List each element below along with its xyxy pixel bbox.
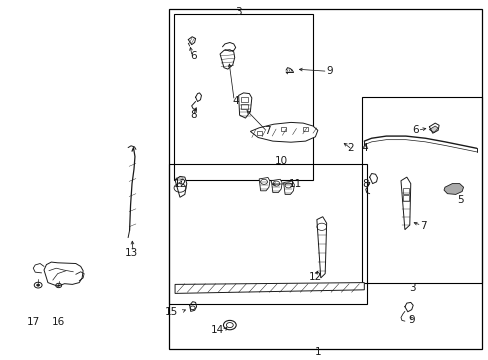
Text: 13: 13 bbox=[124, 248, 138, 258]
Polygon shape bbox=[250, 122, 317, 142]
Polygon shape bbox=[443, 184, 463, 194]
Text: 6: 6 bbox=[411, 125, 418, 135]
Polygon shape bbox=[175, 283, 364, 293]
Text: 3: 3 bbox=[408, 283, 415, 293]
Text: 4: 4 bbox=[232, 96, 239, 106]
Polygon shape bbox=[316, 217, 326, 278]
Text: 9: 9 bbox=[407, 315, 414, 325]
Polygon shape bbox=[175, 176, 186, 197]
Text: 10: 10 bbox=[274, 156, 287, 166]
Text: 5: 5 bbox=[456, 195, 463, 205]
Text: 3: 3 bbox=[235, 6, 242, 17]
Polygon shape bbox=[283, 181, 294, 194]
Polygon shape bbox=[259, 177, 269, 191]
Polygon shape bbox=[44, 262, 83, 286]
Text: 4: 4 bbox=[361, 143, 368, 153]
Circle shape bbox=[58, 285, 60, 286]
Text: 7: 7 bbox=[420, 221, 427, 231]
Text: 6: 6 bbox=[190, 51, 197, 61]
Text: 1: 1 bbox=[314, 347, 321, 357]
Text: 2: 2 bbox=[346, 143, 353, 153]
Polygon shape bbox=[400, 177, 410, 230]
Text: 11: 11 bbox=[288, 179, 301, 189]
Circle shape bbox=[37, 284, 40, 286]
Polygon shape bbox=[271, 179, 282, 193]
Polygon shape bbox=[220, 50, 234, 69]
Text: 12: 12 bbox=[173, 179, 186, 189]
Text: 9: 9 bbox=[326, 66, 333, 76]
Polygon shape bbox=[238, 93, 251, 118]
Text: 14: 14 bbox=[210, 325, 224, 336]
Polygon shape bbox=[428, 126, 437, 132]
Text: 8: 8 bbox=[190, 110, 197, 120]
Text: 16: 16 bbox=[52, 317, 65, 327]
Text: 12: 12 bbox=[308, 272, 322, 282]
Text: 8: 8 bbox=[361, 179, 368, 189]
Text: 7: 7 bbox=[264, 126, 270, 136]
Text: 17: 17 bbox=[26, 317, 40, 327]
Text: 15: 15 bbox=[165, 307, 178, 317]
